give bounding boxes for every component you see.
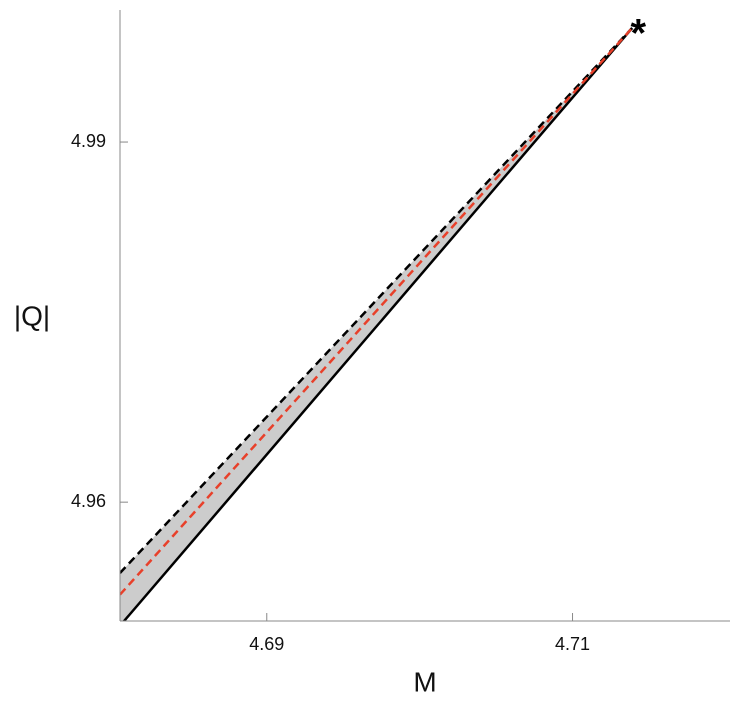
x-axis-label: M	[413, 666, 436, 697]
annotation: *	[630, 12, 646, 56]
y-axis-label: |Q|	[14, 300, 50, 331]
series-line	[120, 27, 634, 574]
series-line	[122, 27, 634, 621]
x-tick-label: 4.69	[249, 634, 284, 654]
plot-area	[120, 27, 634, 621]
y-tick-label: 4.96	[71, 491, 106, 511]
y-tick-label: 4.99	[71, 131, 106, 151]
series-line	[120, 27, 634, 596]
x-tick-label: 4.71	[555, 634, 590, 654]
